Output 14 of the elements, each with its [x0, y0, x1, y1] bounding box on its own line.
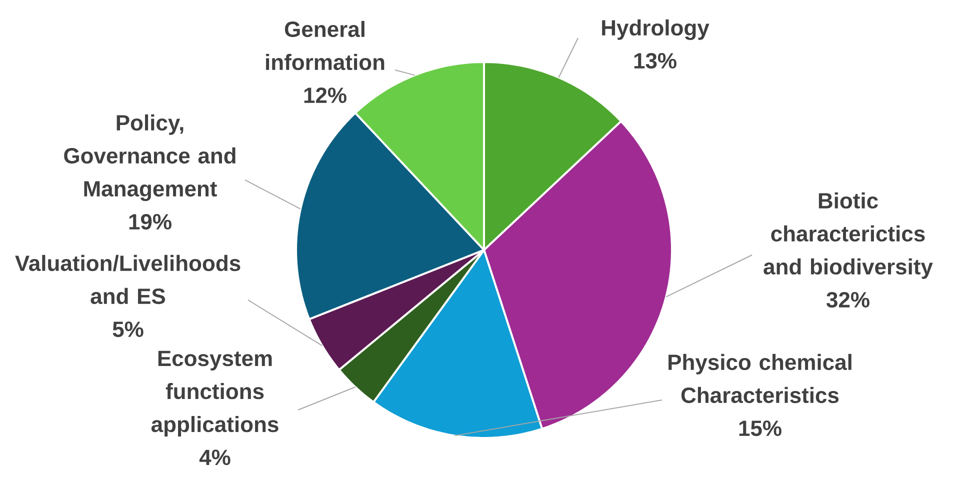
- slice-label: Hydrology: [602, 19, 710, 40]
- data-label: 12%: [304, 88, 346, 104]
- data-label: 4%: [199, 450, 230, 466]
- slice-label: Ecosystem functions applications: [151, 350, 278, 437]
- data-label: 5%: [112, 322, 144, 338]
- data-label: 32%: [826, 292, 870, 308]
- slice-label: General information: [266, 20, 384, 70]
- slice-label: Policy, Governance and Management: [64, 114, 236, 202]
- data-label: 19%: [129, 214, 172, 230]
- slice-label: Biotic characterictics and biodiversity: [764, 192, 933, 279]
- slice-label: Valuation/Livelihoods and ES: [15, 254, 240, 304]
- data-label: 15%: [739, 420, 782, 436]
- data-label: 13%: [634, 52, 676, 69]
- slice-label: Physico chemical Characteristics: [668, 354, 852, 404]
